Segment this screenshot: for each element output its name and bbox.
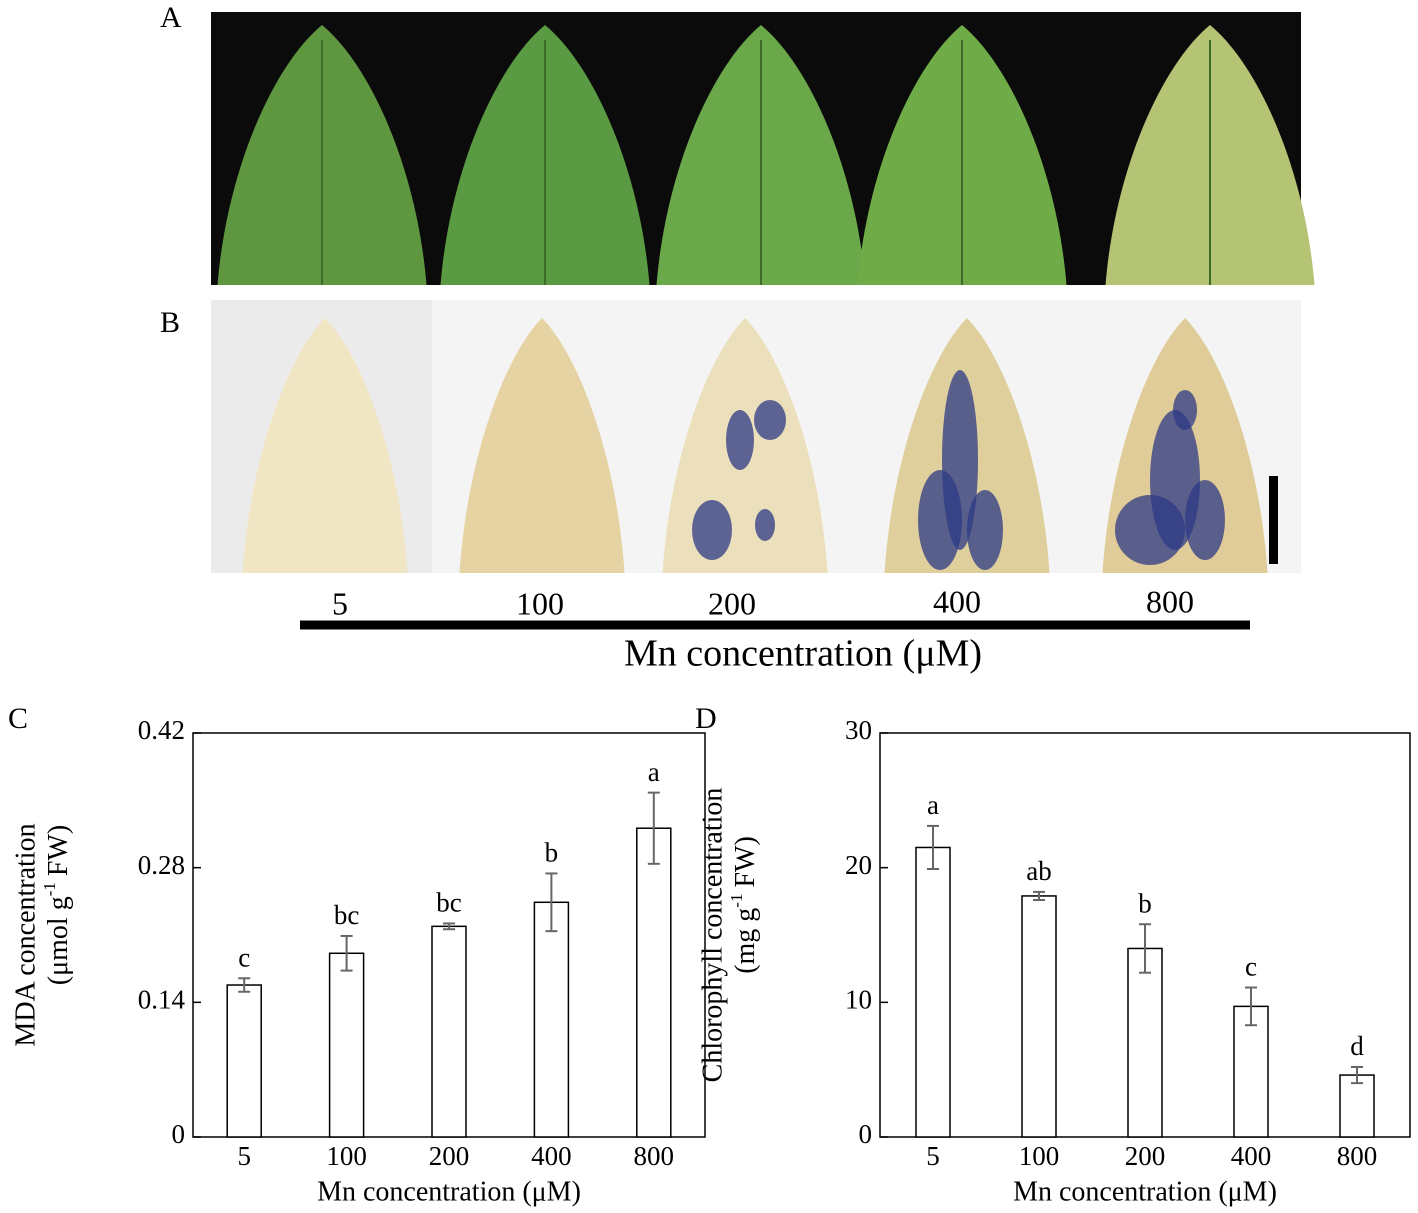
x-tick-label: 100	[1019, 1141, 1060, 1171]
leaves	[217, 25, 1315, 573]
error-bar	[1139, 923, 1151, 974]
stain	[754, 400, 786, 440]
y-tick-label: 10	[845, 985, 872, 1015]
error-bar	[1033, 890, 1045, 901]
error-bar	[443, 922, 455, 931]
panel-label: C	[8, 702, 28, 735]
stained-leaf	[459, 318, 625, 573]
stain	[967, 490, 1003, 570]
significance-letter: bc	[334, 900, 360, 930]
x-tick-label: 5	[237, 1141, 251, 1171]
x-axis-label: Mn concentration (μM)	[317, 1176, 581, 1207]
y-tick-label: 0.28	[138, 850, 185, 880]
y-unit-part: (mg g	[730, 908, 761, 974]
stain	[918, 470, 962, 570]
x-tick-label: 400	[1231, 1141, 1272, 1171]
error-bar	[1351, 1065, 1363, 1085]
significance-letter: c	[238, 942, 250, 972]
stain	[1115, 495, 1185, 565]
significance-letter: c	[1245, 952, 1257, 982]
stain	[1185, 480, 1225, 560]
bar	[431, 925, 467, 1138]
x-tick-label: 800	[634, 1141, 675, 1171]
stain	[755, 509, 775, 541]
bar	[636, 827, 672, 1138]
y-axis-unit: (mg g-1 FW)	[727, 836, 762, 974]
stain	[726, 410, 754, 470]
bar	[328, 952, 365, 1138]
y-tick-label: 30	[845, 715, 872, 745]
stain	[1173, 390, 1197, 430]
x-tick-label: 400	[531, 1141, 572, 1171]
concentration-label: 5	[332, 585, 348, 621]
x-tick-label: 800	[1337, 1141, 1378, 1171]
concentration-label: 400	[933, 583, 981, 619]
x-axis-label: Mn concentration (μM)	[1013, 1176, 1277, 1207]
significance-letter: d	[1350, 1031, 1364, 1061]
y-axis-label: Chlorophyll concentration	[697, 788, 728, 1083]
stained-leaf	[242, 318, 408, 573]
y-tick-label: 20	[845, 850, 872, 880]
panel-label: A	[160, 1, 182, 34]
error-bar	[647, 791, 660, 865]
bar	[915, 846, 951, 1138]
y-tick-label: 0	[172, 1119, 186, 1149]
concentration-label: 800	[1146, 583, 1194, 619]
y-unit-part: FW)	[43, 825, 74, 876]
x-tick-label: 5	[926, 1141, 940, 1171]
y-unit-sup: -1	[727, 894, 746, 908]
bar	[1339, 1074, 1375, 1138]
panel-label: B	[160, 306, 180, 339]
error-bar	[238, 977, 251, 993]
error-bar	[545, 872, 558, 933]
y-axis-unit: (μmol g-1 FW)	[40, 825, 75, 985]
x-tick-label: 100	[326, 1141, 367, 1171]
bar	[533, 901, 570, 1138]
bar	[1021, 895, 1057, 1138]
significance-letter: ab	[1026, 856, 1051, 886]
y-axis-label: MDA concentration	[10, 823, 41, 1046]
stain	[692, 500, 732, 560]
error-bar	[340, 934, 353, 972]
panel-label: D	[695, 702, 717, 735]
y-tick-label: 0	[859, 1119, 873, 1149]
y-unit-sup: -1	[40, 882, 59, 896]
error-bar	[1245, 986, 1257, 1027]
y-unit-part: (μmol g	[43, 896, 74, 985]
concentration-label: 100	[516, 585, 564, 621]
y-unit-part: FW)	[730, 836, 761, 887]
x-tick-label: 200	[429, 1141, 470, 1171]
bar	[1127, 947, 1163, 1138]
bar	[1233, 1005, 1269, 1138]
y-tick-label: 0.14	[138, 985, 186, 1015]
bar	[226, 984, 262, 1138]
concentration-label: 200	[708, 585, 756, 621]
error-bar	[927, 824, 939, 871]
significance-letter: a	[648, 757, 660, 787]
significance-letter: b	[545, 838, 559, 868]
y-tick-label: 0.42	[138, 715, 185, 745]
concentration-axis-label: Mn concentration (μM)	[624, 633, 982, 675]
x-tick-label: 200	[1125, 1141, 1166, 1171]
scale-bar-b	[1269, 476, 1278, 564]
significance-letter: bc	[436, 888, 462, 918]
significance-letter: b	[1138, 888, 1152, 918]
significance-letter: a	[927, 790, 939, 820]
